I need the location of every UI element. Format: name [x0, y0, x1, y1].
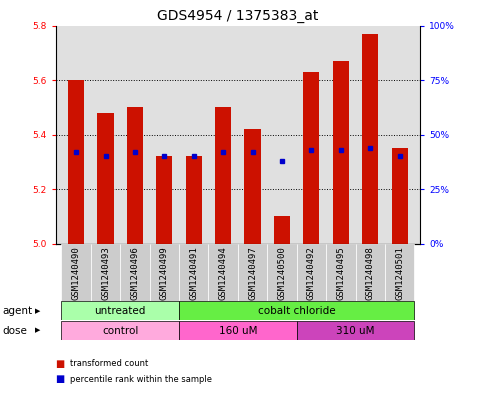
Bar	[333, 61, 349, 244]
Bar	[185, 156, 202, 244]
Bar	[297, 244, 326, 301]
Bar	[61, 301, 179, 320]
Text: ▶: ▶	[35, 308, 40, 314]
Text: GSM1240499: GSM1240499	[160, 246, 169, 300]
Bar	[179, 244, 209, 301]
Text: percentile rank within the sample: percentile rank within the sample	[70, 375, 212, 384]
Text: GSM1240490: GSM1240490	[71, 246, 81, 300]
Text: GSM1240496: GSM1240496	[130, 246, 140, 300]
Bar	[156, 156, 172, 244]
Text: agent: agent	[2, 306, 32, 316]
Text: GSM1240497: GSM1240497	[248, 246, 257, 300]
Text: ▶: ▶	[35, 327, 40, 334]
Bar	[61, 244, 91, 301]
Bar	[98, 113, 114, 244]
Text: GSM1240498: GSM1240498	[366, 246, 375, 300]
Text: ■: ■	[56, 358, 65, 369]
Bar	[179, 301, 414, 320]
Text: GSM1240501: GSM1240501	[395, 246, 404, 300]
Bar	[215, 107, 231, 244]
Bar	[238, 244, 267, 301]
Text: GSM1240500: GSM1240500	[278, 246, 286, 300]
Bar	[326, 244, 355, 301]
Text: untreated: untreated	[95, 306, 146, 316]
Bar	[150, 244, 179, 301]
Bar	[120, 244, 150, 301]
Text: GSM1240494: GSM1240494	[219, 246, 227, 300]
Bar	[385, 244, 414, 301]
Text: GSM1240495: GSM1240495	[336, 246, 345, 300]
Text: ■: ■	[56, 374, 65, 384]
Bar	[179, 321, 297, 340]
Bar	[127, 107, 143, 244]
Bar	[267, 244, 297, 301]
Text: 160 uM: 160 uM	[219, 325, 257, 336]
Text: transformed count: transformed count	[70, 359, 148, 368]
Bar	[91, 244, 120, 301]
Text: cobalt chloride: cobalt chloride	[258, 306, 336, 316]
Text: dose: dose	[2, 325, 28, 336]
Text: GSM1240492: GSM1240492	[307, 246, 316, 300]
Bar	[209, 244, 238, 301]
Text: control: control	[102, 325, 139, 336]
Bar	[355, 244, 385, 301]
Bar	[392, 148, 408, 244]
Title: GDS4954 / 1375383_at: GDS4954 / 1375383_at	[157, 9, 319, 23]
Bar	[303, 72, 319, 244]
Text: 310 uM: 310 uM	[336, 325, 375, 336]
Text: GSM1240491: GSM1240491	[189, 246, 198, 300]
Bar	[297, 321, 414, 340]
Bar	[68, 80, 84, 244]
Bar	[274, 217, 290, 244]
Bar	[61, 321, 179, 340]
Bar	[244, 129, 261, 244]
Bar	[362, 34, 378, 244]
Text: GSM1240493: GSM1240493	[101, 246, 110, 300]
